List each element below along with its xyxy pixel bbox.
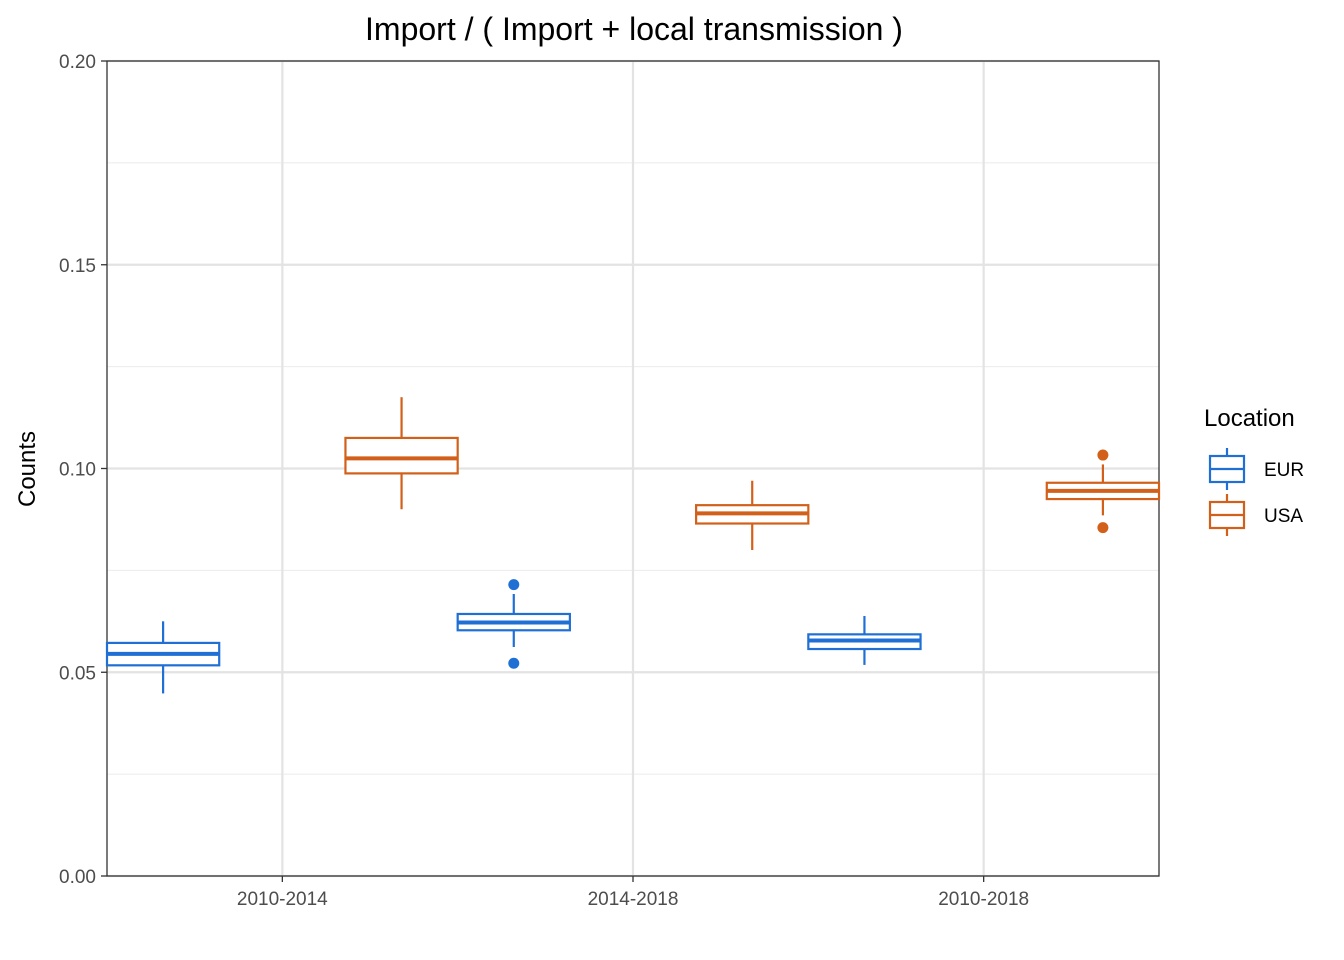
x-tick-label: 2014-2018 [588, 889, 679, 910]
y-axis: 0.00 0.05 0.10 0.15 0.20 [59, 52, 107, 888]
y-tick-label: 0.00 [59, 867, 96, 888]
outlier-point [508, 657, 520, 669]
outlier-point [1097, 449, 1109, 461]
gridlines [107, 59, 1159, 878]
y-tick-label: 0.10 [59, 460, 96, 481]
box-eur-1 [456, 579, 571, 669]
outlier-point [508, 579, 520, 591]
y-tick-label: 0.15 [59, 256, 96, 277]
legend: Location EUR USA [1204, 405, 1304, 536]
box-iqr [344, 436, 459, 475]
box-series [105, 397, 1161, 694]
box-eur-2 [807, 616, 922, 665]
box-eur-0 [105, 621, 221, 694]
legend-key-eur [1208, 448, 1246, 490]
series-eur [105, 579, 922, 694]
box-usa-0 [344, 397, 459, 510]
chart-title: Import / ( Import + local transmission ) [365, 11, 903, 47]
outlier-point [1097, 522, 1109, 534]
legend-title: Location [1204, 405, 1295, 432]
y-axis-title: Counts [14, 431, 41, 507]
legend-label-usa: USA [1264, 506, 1303, 527]
y-tick-label: 0.20 [59, 52, 96, 73]
x-tick-label: 2010-2018 [938, 889, 1029, 910]
box-usa-2 [1045, 449, 1161, 534]
legend-key-usa [1208, 494, 1246, 536]
y-tick-label: 0.05 [59, 663, 96, 684]
x-axis: 2010-2014 2014-2018 2010-2018 [237, 876, 1029, 910]
x-tick-label: 2010-2014 [237, 889, 328, 910]
series-usa [344, 397, 1161, 550]
legend-label-eur: EUR [1264, 460, 1304, 481]
box-usa-1 [695, 480, 810, 550]
